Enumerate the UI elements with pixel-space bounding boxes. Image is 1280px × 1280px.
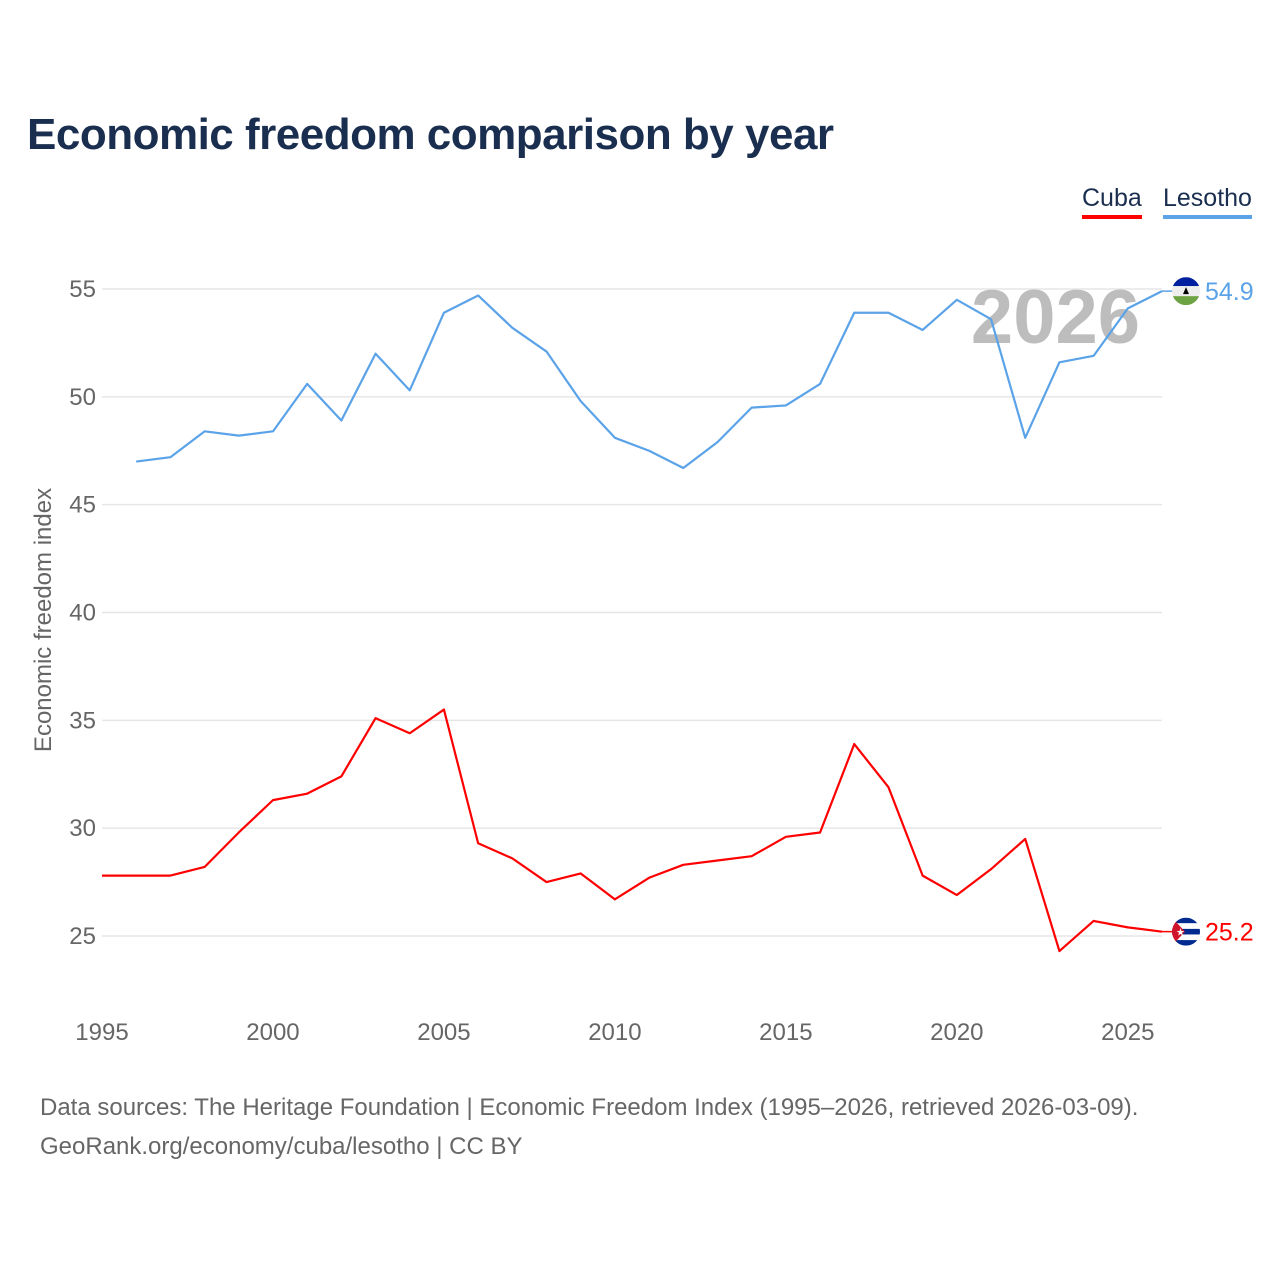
- year-watermark: 2026: [971, 275, 1140, 360]
- cuba-flag-icon: ★: [1172, 917, 1200, 946]
- x-tick-label: 2020: [930, 1019, 983, 1046]
- source-line: Data sources: The Heritage Foundation | …: [40, 1094, 1139, 1121]
- y-tick-label: 25: [69, 923, 96, 950]
- y-tick-label: 35: [69, 707, 96, 734]
- y-tick-label: 55: [69, 276, 96, 303]
- series-line-lesotho: [136, 290, 1163, 470]
- end-value-label-cuba: 25.2: [1205, 919, 1254, 947]
- source-link[interactable]: GeoRank.org/economy/cuba/lesotho | CC BY: [40, 1133, 523, 1160]
- x-tick-label: 2000: [246, 1019, 299, 1046]
- lesotho-flag-icon: [1172, 277, 1200, 306]
- x-tick-label: 2005: [417, 1019, 470, 1046]
- x-tick-label: 2015: [759, 1019, 812, 1046]
- y-tick-label: 50: [69, 384, 96, 411]
- source-note: Data sources: The Heritage Foundation | …: [40, 1088, 1138, 1166]
- y-tick-label: 40: [69, 600, 96, 627]
- x-tick-label: 1995: [75, 1019, 128, 1046]
- chart-title: Economic freedom comparison by year: [27, 110, 834, 159]
- y-axis-label: Economic freedom index: [30, 488, 57, 752]
- y-tick-label: 45: [69, 492, 96, 519]
- end-value-label-lesotho: 54.9: [1205, 278, 1254, 306]
- y-tick-label: 30: [69, 815, 96, 842]
- x-tick-label: 2025: [1101, 1019, 1154, 1046]
- series-line-cuba: [102, 708, 1163, 953]
- legend-item-lesotho[interactable]: Lesotho: [1163, 184, 1252, 219]
- svg-text:★: ★: [1176, 928, 1185, 939]
- x-tick-label: 2010: [588, 1019, 641, 1046]
- legend-item-cuba[interactable]: Cuba: [1082, 184, 1142, 219]
